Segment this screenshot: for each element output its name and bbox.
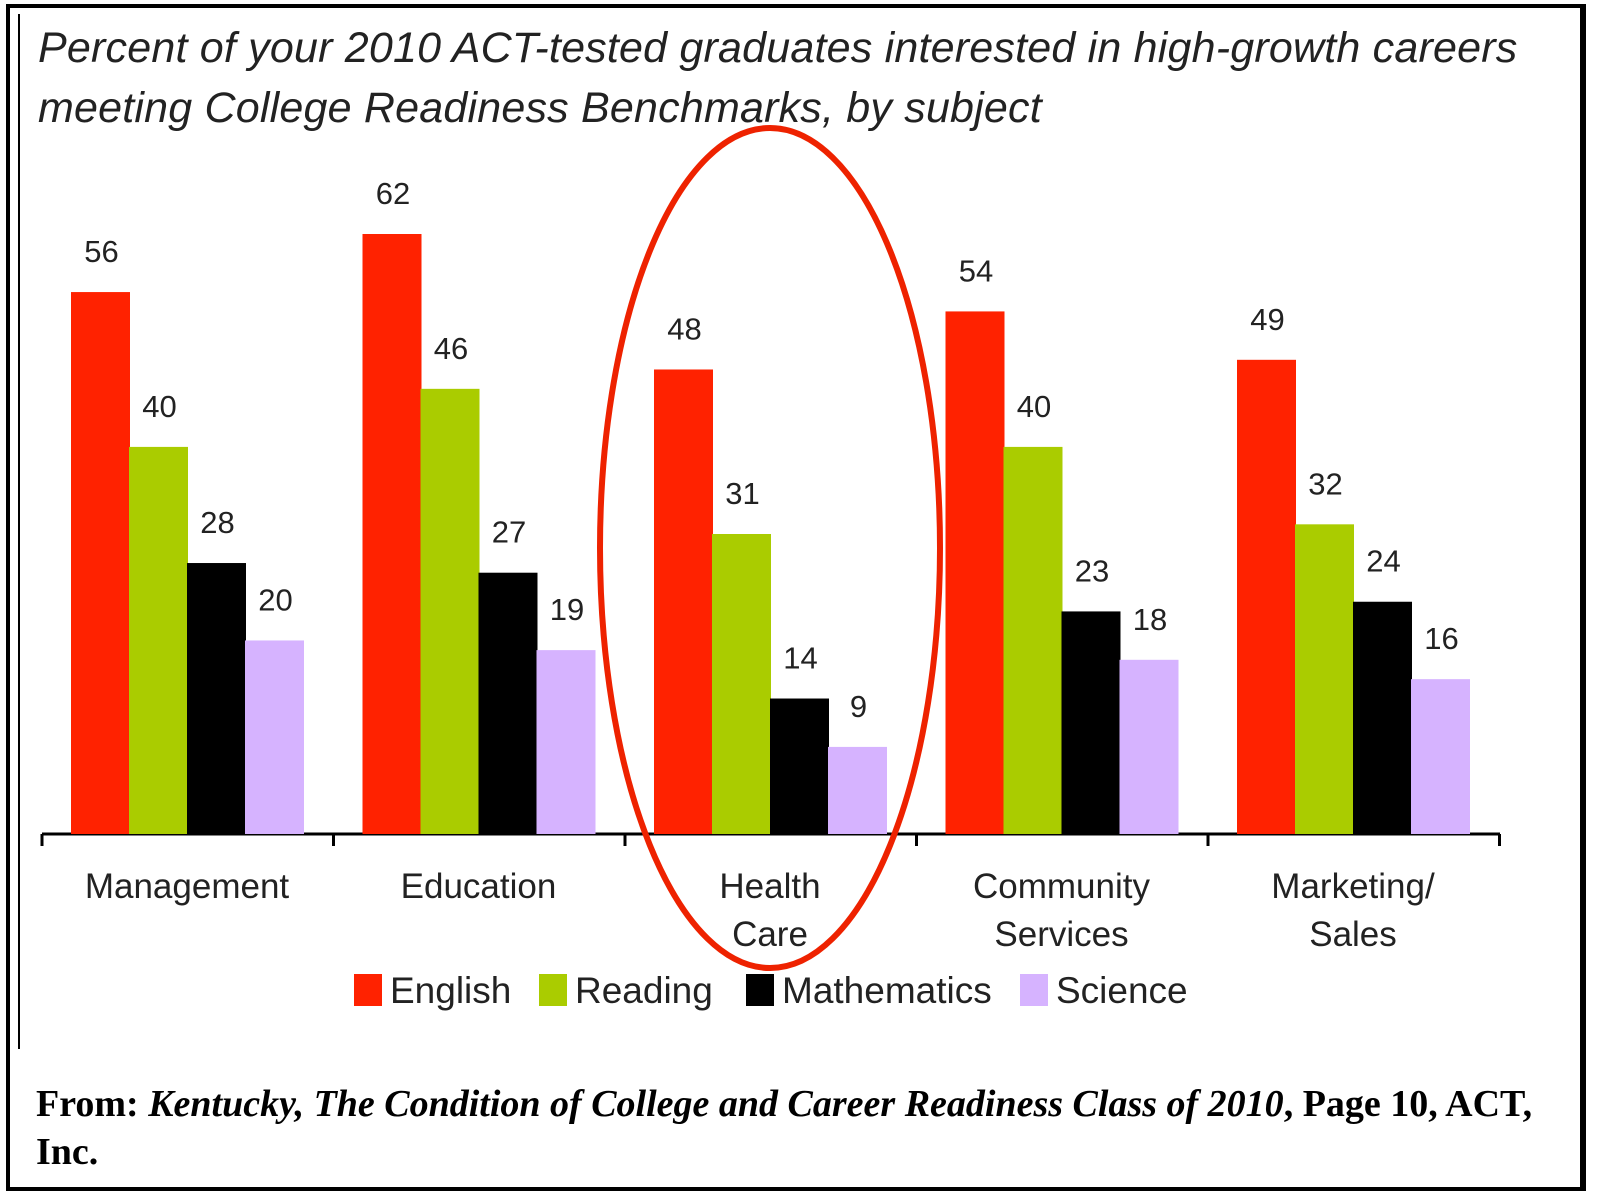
bar-health-care-mathematics (770, 698, 829, 834)
data-label-management-english: 56 (84, 234, 118, 269)
legend-label-mathematics: Mathematics (782, 970, 992, 1011)
category-label-community-services: Community Services (973, 867, 1150, 954)
data-label-community-services-science: 18 (1133, 602, 1167, 637)
data-label-community-services-mathematics: 23 (1075, 553, 1109, 588)
bar-marketing-sales-english (1237, 359, 1296, 834)
bar-management-science (245, 640, 304, 834)
data-label-education-science: 19 (550, 592, 584, 627)
bar-marketing-sales-mathematics (1353, 601, 1412, 834)
data-label-marketing-sales-english: 49 (1250, 302, 1284, 337)
bar-health-care-english (654, 369, 713, 834)
data-label-health-care-reading: 31 (725, 476, 759, 511)
bar-community-services-english (945, 311, 1005, 835)
bar-community-services-reading (1003, 446, 1063, 834)
source-publication: Kentucky, The Condition of College and C… (148, 1083, 1284, 1125)
bar-education-mathematics (478, 572, 538, 834)
legend-swatch-reading (539, 974, 567, 1006)
frame-rule (18, 14, 20, 1049)
bar-marketing-sales-science (1411, 679, 1470, 834)
data-label-management-reading: 40 (142, 389, 176, 424)
data-label-community-services-reading: 40 (1017, 389, 1051, 424)
data-label-education-mathematics: 27 (492, 515, 526, 550)
bar-education-reading (420, 388, 480, 834)
bar-management-english (71, 292, 130, 834)
data-label-management-science: 20 (258, 582, 292, 617)
data-label-community-services-english: 54 (959, 253, 993, 288)
bar-marketing-sales-reading (1295, 524, 1354, 834)
source-prefix: From: (36, 1083, 149, 1125)
bar-management-reading (129, 446, 188, 834)
bar-education-science (536, 650, 596, 834)
legend-label-reading: Reading (575, 970, 713, 1011)
highlight-ellipse (597, 125, 943, 971)
bar-community-services-science (1119, 659, 1179, 834)
bar-management-mathematics (187, 563, 246, 834)
bar-education-english (362, 234, 422, 834)
data-label-education-english: 62 (376, 176, 410, 211)
legend-swatch-english (354, 974, 382, 1006)
data-label-marketing-sales-science: 16 (1424, 621, 1458, 656)
source-citation: From: Kentucky, The Condition of College… (36, 1080, 1581, 1176)
chart-title: Percent of your 2010 ACT-tested graduate… (38, 24, 1518, 132)
bar-chart: 56 40 28 20 Management 62 46 27 19 Education 48 31 1… (40, 125, 1501, 1011)
legend-swatch-mathematics (746, 974, 774, 1006)
category-label-marketing-sales: Marketing/Sales (1271, 867, 1435, 954)
data-label-health-care-mathematics: 14 (783, 641, 817, 676)
source-suffix: , Page 10, ACT, Inc. (36, 1083, 1533, 1173)
data-label-marketing-sales-mathematics: 24 (1366, 544, 1400, 579)
bar-community-services-mathematics (1061, 611, 1121, 834)
legend-swatch-science (1020, 974, 1048, 1006)
data-label-health-care-english: 48 (667, 311, 701, 346)
category-label-management: Management (85, 867, 290, 906)
legend-label-english: English (390, 970, 511, 1011)
data-label-education-reading: 46 (434, 331, 468, 366)
bar-health-care-science (828, 746, 887, 834)
category-label-health-care: Health Care (719, 867, 820, 954)
bar-health-care-reading (712, 534, 771, 834)
category-label-education: Education (401, 867, 557, 906)
data-label-health-care-science: 9 (850, 689, 867, 724)
legend-label-science: Science (1056, 970, 1188, 1011)
data-label-marketing-sales-reading: 32 (1308, 466, 1342, 501)
data-label-management-mathematics: 28 (200, 505, 234, 540)
